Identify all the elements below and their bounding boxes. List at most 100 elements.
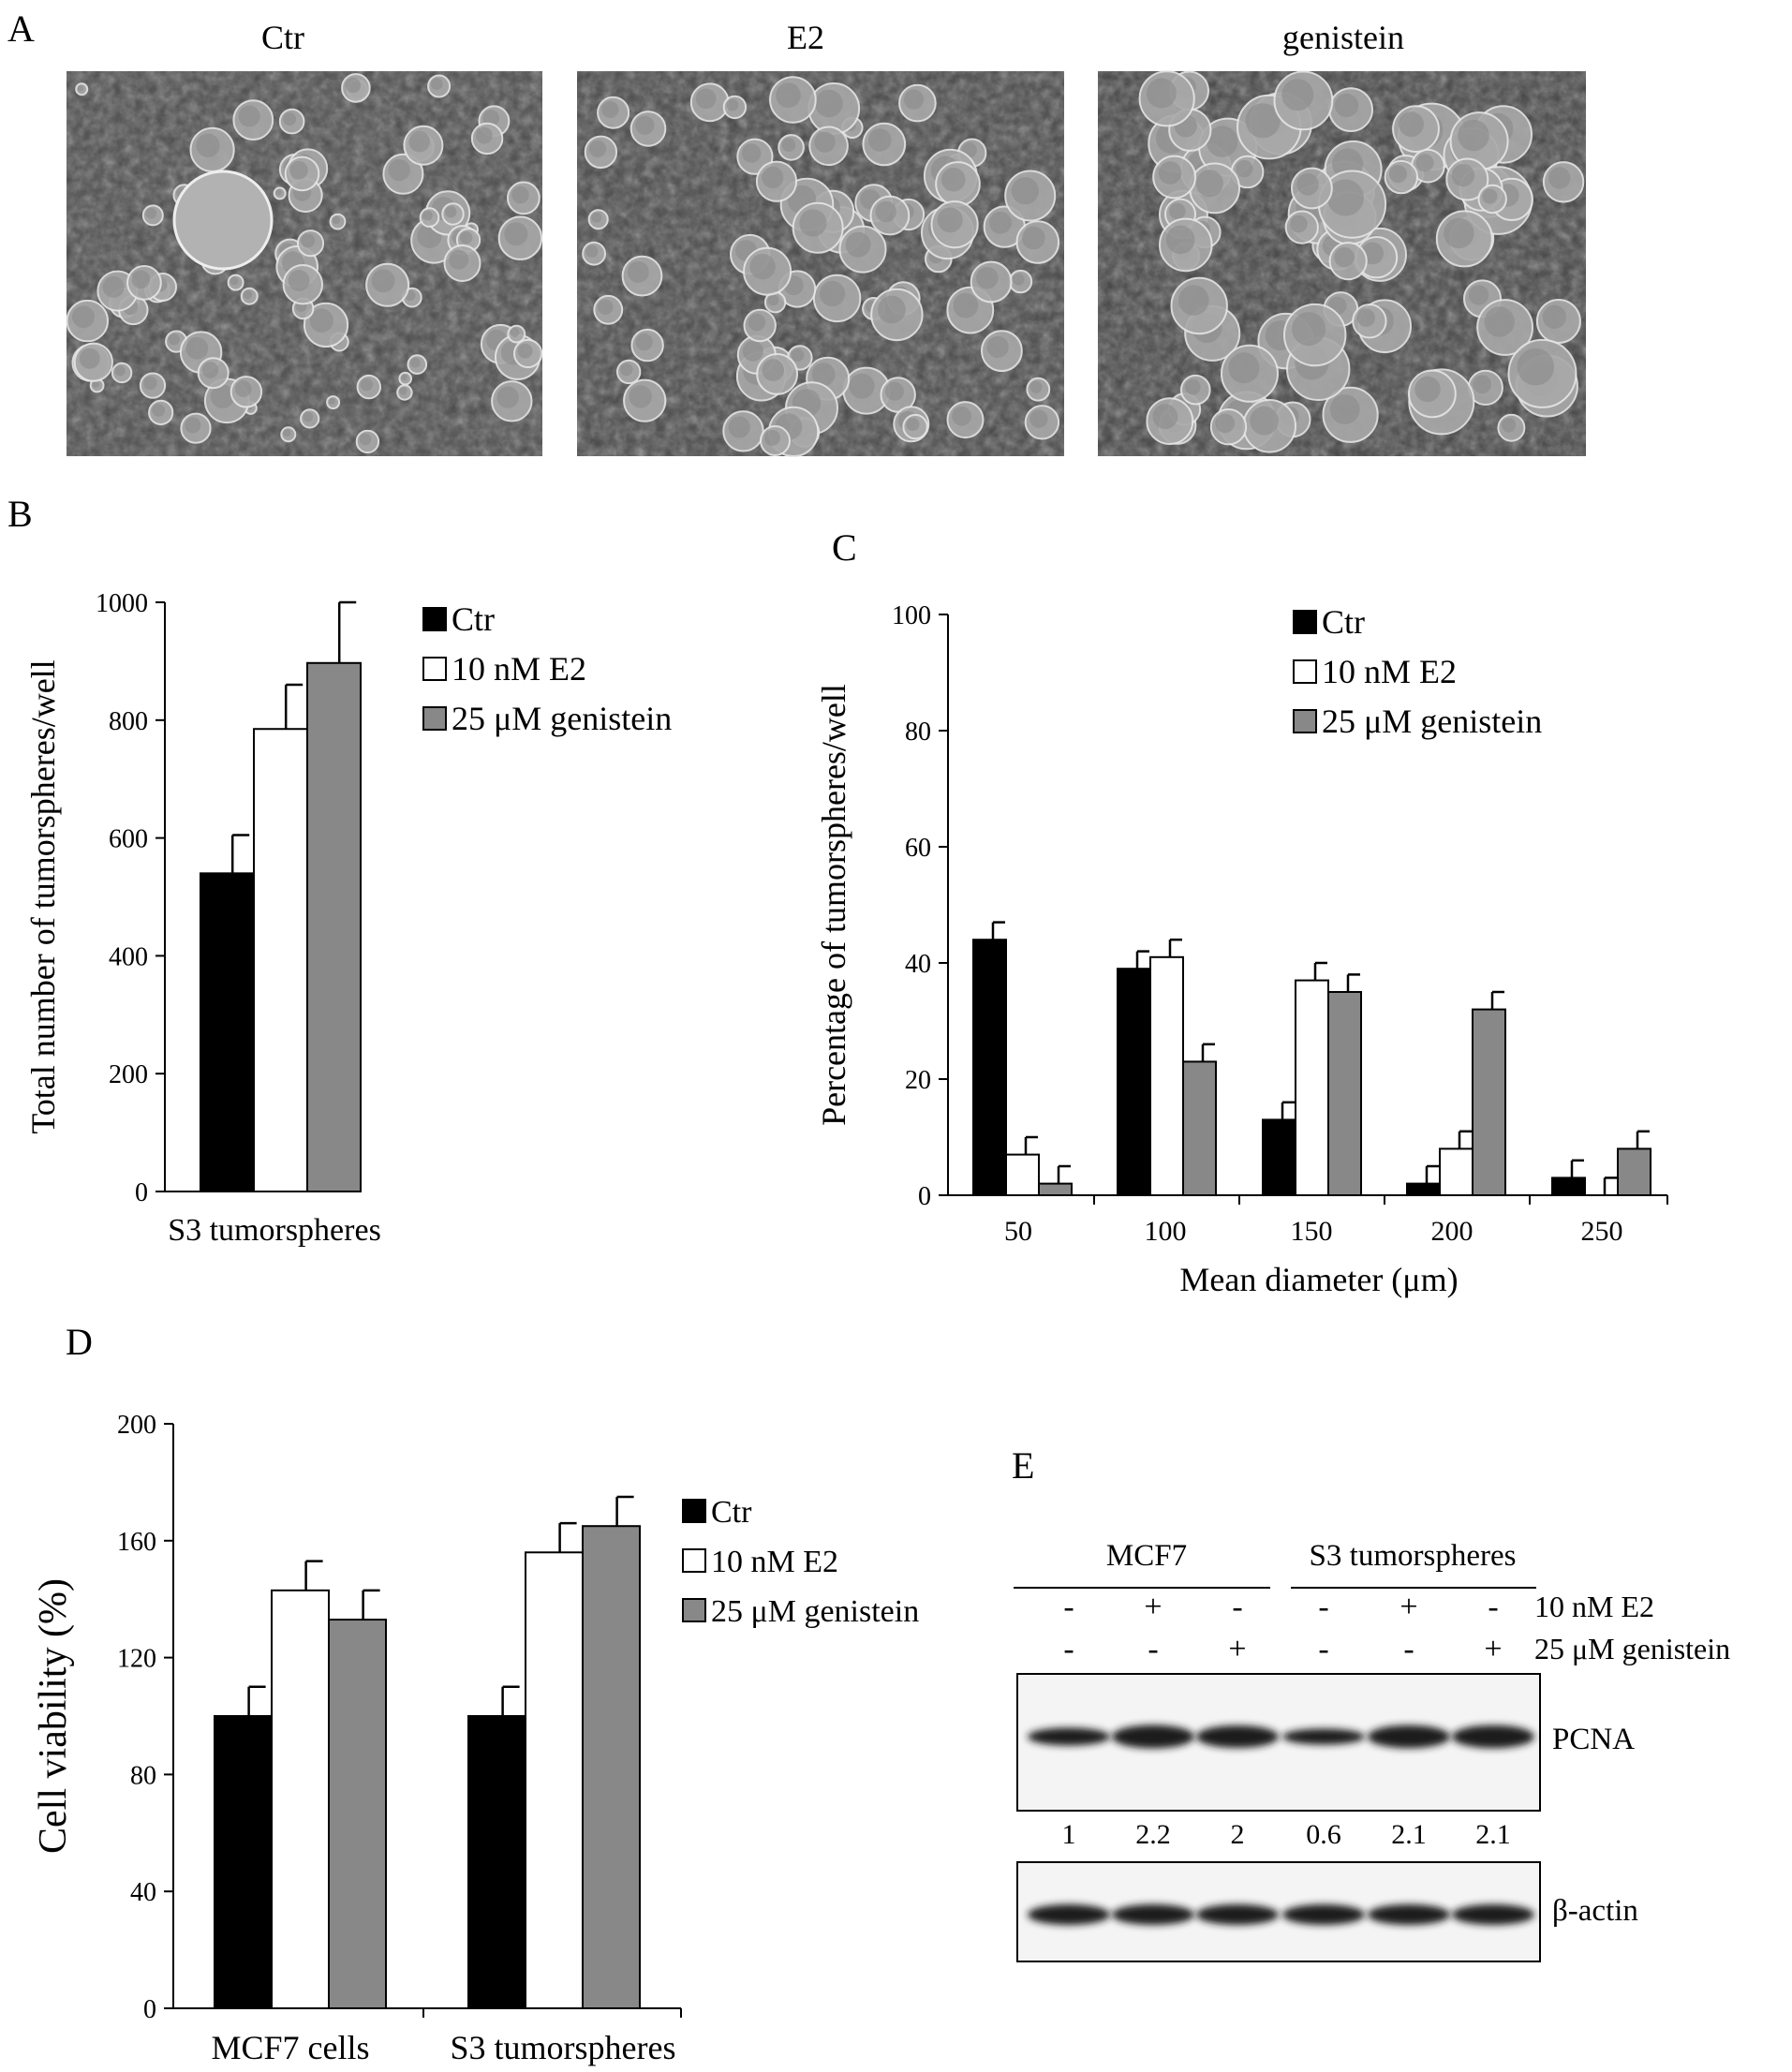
bar [1182,1060,1217,1197]
tumorsphere-core [728,416,750,438]
y-axis-label: Cell viability (%) [32,1578,75,1854]
tumorsphere-core [868,128,892,152]
tumorsphere-core [143,376,157,391]
tumorsphere-core [748,313,766,332]
blot-label-pcna: PCNA [1552,1723,1635,1756]
blot-treatment-sign: - [1318,1632,1328,1666]
y-tick-label: 120 [117,1645,156,1674]
y-tick-label: 20 [905,1066,931,1095]
tumorsphere-core [496,386,519,408]
legend-label: Ctr [711,1495,752,1530]
tumorsphere-core [185,417,201,434]
bar [1262,1118,1296,1197]
tumorsphere-core [1245,103,1281,139]
blot-treatment-sign: + [1144,1590,1162,1624]
tumorsphere-core [185,336,209,360]
tumorsphere-core [152,404,166,417]
blot-band-pcna [1368,1724,1450,1749]
bar [1295,979,1329,1196]
tumorsphere-core [114,365,126,377]
tumorsphere-core [283,112,297,126]
bar [1005,1153,1040,1196]
tumorsphere-core [332,215,341,225]
blot-label-actin: β-actin [1552,1894,1638,1928]
y-tick-label: 80 [130,1761,156,1790]
tumorsphere-core [726,98,739,111]
tumorsphere-core [814,131,836,153]
panel-letter-e: E [1012,1444,1034,1487]
tumorsphere-core [449,249,469,270]
blot-treatment-sign: + [1484,1632,1502,1666]
tumorsphere-core [289,161,308,180]
tumorsphere-core [1451,164,1474,187]
legend-label: Ctr [452,600,495,638]
tumorsphere-core [102,275,125,298]
blot-treatment-sign: - [1063,1632,1074,1666]
x-category-label: MCF7 cells [211,2029,369,2066]
bar [1551,1177,1586,1197]
y-tick-label: 600 [109,825,148,854]
tumorsphere-core [815,89,843,118]
tumorsphere-core [504,222,528,246]
bar [467,1715,526,2009]
tumorsphere-core [811,363,836,387]
panel-letter-b: B [7,493,33,535]
tumorsphere-core [952,406,972,426]
tumorsphere-core [238,105,260,127]
tumorsphere-core [906,418,920,432]
tumorsphere-core [1184,378,1201,395]
tumorsphere-core [953,292,979,318]
tumorsphere-core [849,373,875,399]
tumorsphere-core [408,130,431,153]
panel-c: C 0 20 40 60 80 100 50 100 150 200 250 Percentage o… [815,526,1668,1298]
tumorsphere-core [763,429,780,446]
tumorsphere-core [400,374,407,381]
tumorsphere-core [1334,246,1355,268]
tumorsphere-core [360,378,373,392]
tumorsphere-core [1012,273,1025,286]
tumorsphere-core [749,254,776,280]
tumorsphere-core [234,380,252,397]
tumorsphere-core [989,211,1012,234]
tumorsphere-core [1206,126,1238,157]
tumorsphere-core [1482,188,1498,204]
tumorsphere-core [410,357,421,368]
tumorsphere-core [445,206,457,218]
bar [214,1715,273,2009]
tumorsphere-core [937,207,963,233]
tumorsphere-core [92,380,99,388]
blot-band-actin [1028,1904,1110,1925]
tumorsphere-core [1292,312,1326,347]
y-tick-label: 100 [892,601,931,630]
panel-e: E MCF7 S3 tumorspheres - + - - + - 10 nM E2 - - +… [1012,1444,1730,1962]
tumorsphere-core [1473,375,1492,394]
x-category-label: 150 [1291,1216,1333,1247]
blot-band-actin [1282,1904,1365,1925]
panel-letter-d: D [66,1321,93,1363]
tumorsphere-core [762,166,784,188]
blot-treatment-sign: - [1318,1590,1328,1624]
tumorsphere-core [635,115,655,135]
tumorsphere-core [79,348,100,369]
x-category-label: 200 [1431,1216,1474,1247]
tumorsphere-core [588,140,607,158]
tumorsphere-core [72,305,95,329]
tumorsphere-core [1146,78,1177,109]
legend-swatch [682,1548,706,1573]
tumorsphere-core [1169,202,1186,220]
blot-treatment-sign: - [1488,1590,1498,1624]
tumorsphere-core [1195,170,1223,198]
bar [525,1551,584,2010]
tumorsphere-core [230,276,239,286]
tumorsphere-core [196,133,220,157]
tumorsphere-core [399,387,407,395]
tumorsphere-core [695,88,717,110]
tumorsphere-core [1542,304,1566,329]
legend-swatch [422,657,447,681]
tumorsphere-core [371,269,395,293]
tumorsphere-core [845,231,871,258]
bar [200,872,255,1193]
tumorsphere-core [431,78,443,90]
blot-pcna [1016,1673,1541,1812]
